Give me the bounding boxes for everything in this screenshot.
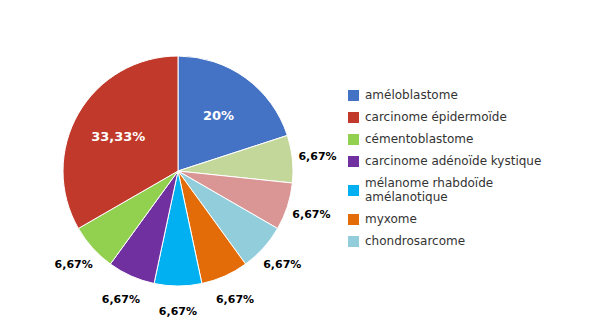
svg-text:6,67%: 6,67% bbox=[216, 293, 254, 306]
html-text:chondrosarcome: chondrosarcome bbox=[365, 234, 466, 248]
svg-text:6,67%: 6,67% bbox=[263, 258, 301, 271]
html-text:mélanome rhabdoïde amélanotiqu: mélanome rhabdoïde amélanotique bbox=[365, 176, 494, 204]
html-text:cémentoblastome: cémentoblastome bbox=[365, 132, 474, 146]
html-text:carcinome épidermoïde: carcinome épidermoïde bbox=[365, 110, 507, 124]
html-text:carcinome adénoïde kystique: carcinome adénoïde kystique bbox=[365, 154, 542, 168]
html-text:améloblastome: améloblastome bbox=[365, 88, 458, 102]
svg-text:6,67%: 6,67% bbox=[102, 293, 140, 306]
svg-text:6,67%: 6,67% bbox=[55, 258, 93, 271]
svg-text:6,67%: 6,67% bbox=[159, 305, 197, 318]
svg-text:20%: 20% bbox=[203, 108, 234, 123]
svg-text:6,67%: 6,67% bbox=[298, 150, 336, 163]
svg-text:6,67%: 6,67% bbox=[292, 208, 330, 221]
svg-text:33,33%: 33,33% bbox=[91, 129, 145, 144]
html-text:myxome: myxome bbox=[365, 212, 417, 226]
